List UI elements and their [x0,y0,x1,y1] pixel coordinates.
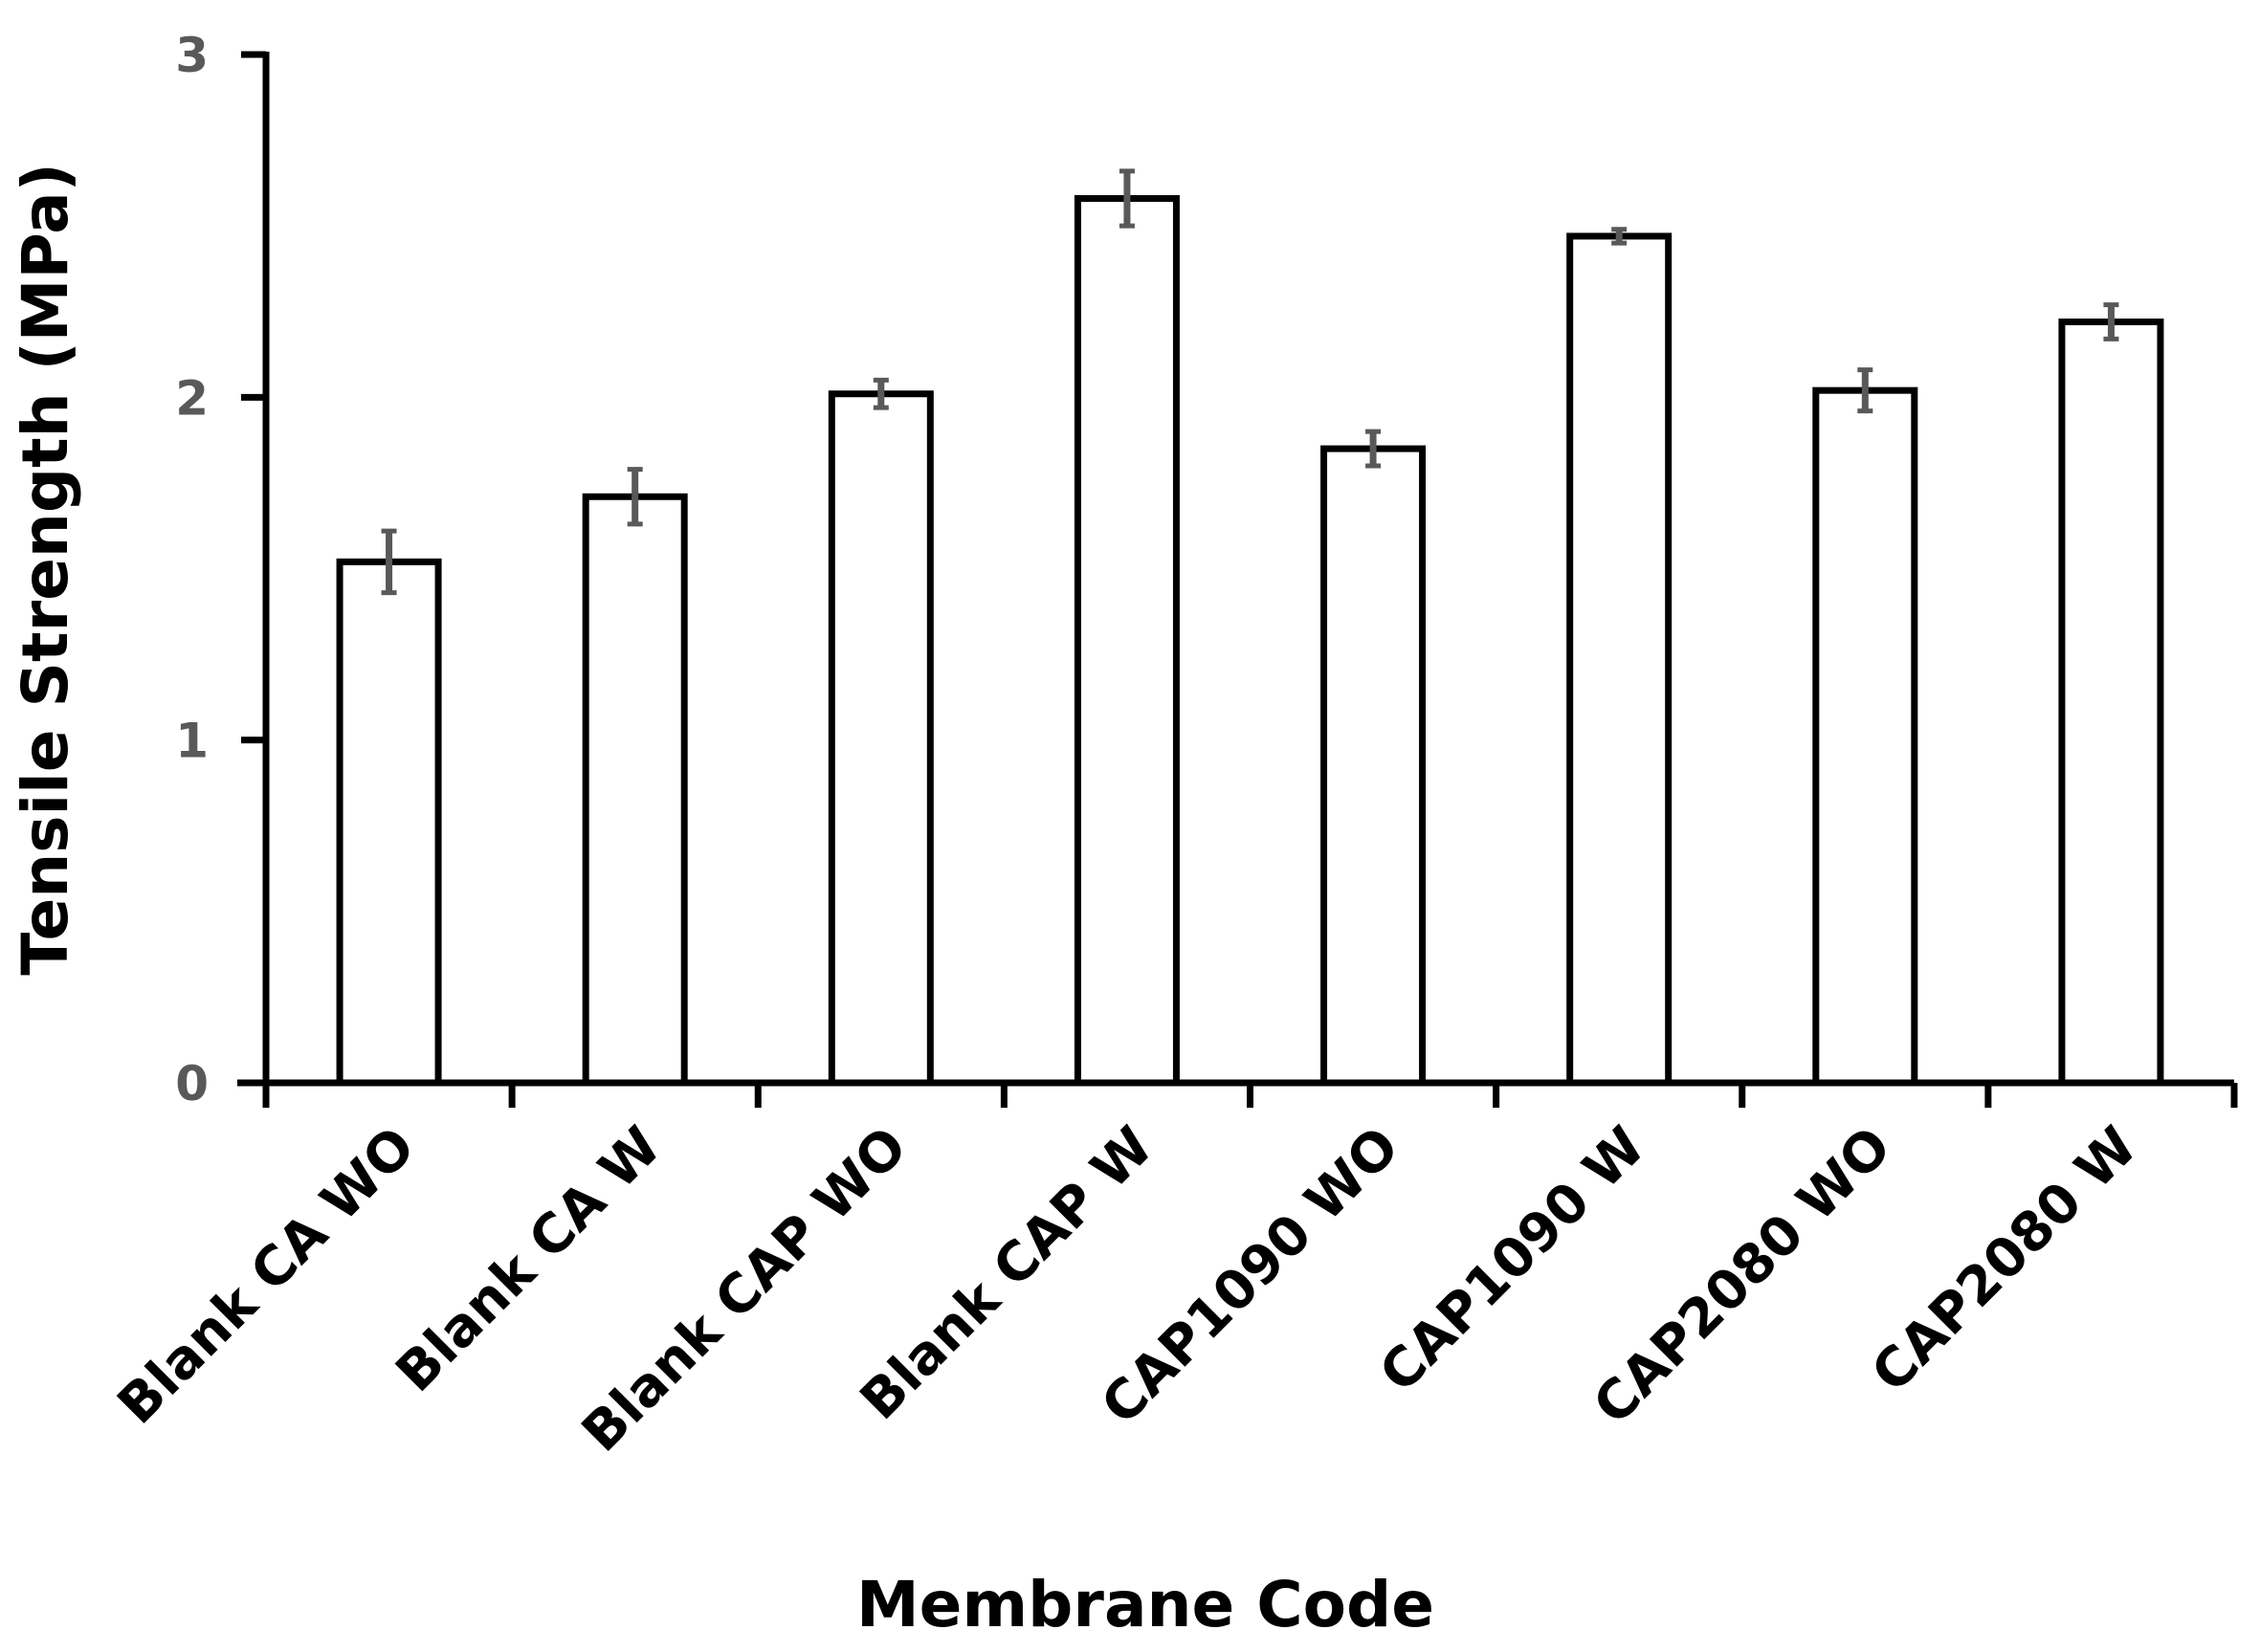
y-tick-label-1: 1 [175,714,209,769]
bar-7 [2058,319,2164,1087]
error-bar-1 [627,467,643,527]
bar-6 [1812,386,1918,1087]
error-bar-0 [381,528,397,596]
y-tick-label-0: 0 [175,1056,209,1112]
y-tick-labels: 0 1 2 3 [175,28,209,1112]
bar-2 [828,390,934,1087]
error-bar-4 [1365,429,1382,469]
error-bar-7 [2103,302,2119,341]
x-axis-title: Membrane Code [856,1568,1434,1641]
error-bar-5 [1611,227,1628,246]
error-bar-3 [1119,168,1135,229]
y-tick-label-2: 2 [175,370,209,426]
x-category-label-7: CAP2080 W [1860,1115,2149,1404]
bar-4 [1320,445,1427,1087]
bar-5 [1566,232,1673,1087]
axes-layer [237,51,2238,1108]
y-axis-title: Tensile Strength (MPa) [9,163,82,976]
x-category-label-0: Blank CA WO [106,1115,428,1437]
error-bar-2 [873,377,889,410]
bar-1 [582,493,688,1087]
error-bars-layer [381,168,2119,596]
bar-3 [1074,195,1180,1087]
error-bar-6 [1857,367,1873,414]
bars-layer [336,195,2164,1087]
bar-0 [336,558,442,1087]
y-tick-label-3: 3 [175,28,209,83]
